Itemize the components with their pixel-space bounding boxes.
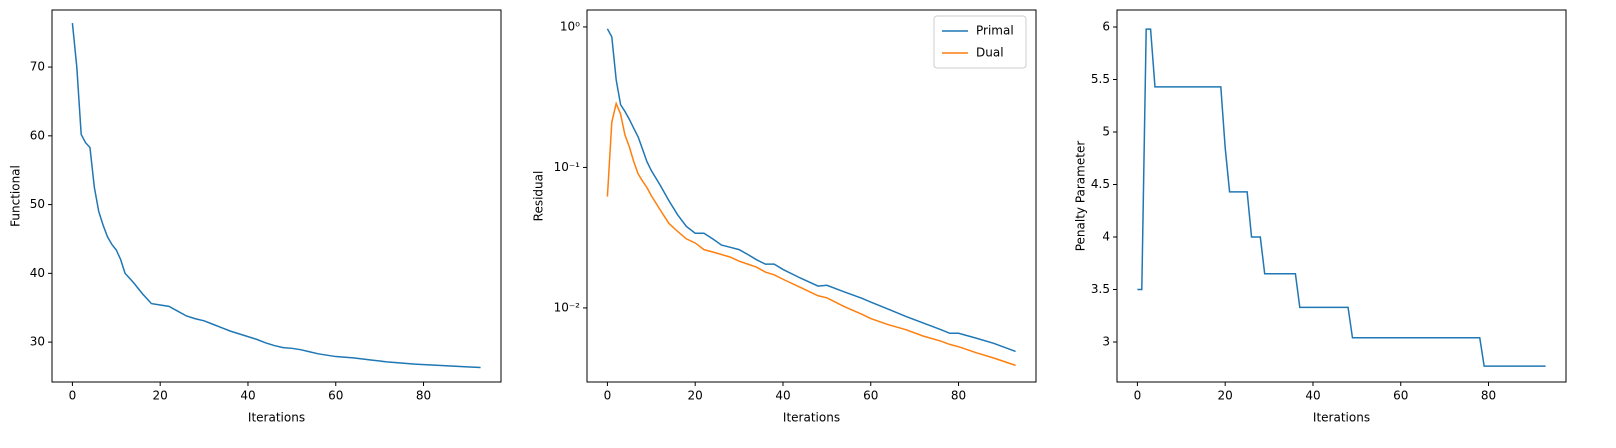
legend-label: Dual — [976, 46, 1004, 60]
x-tick-label: 20 — [153, 389, 168, 403]
legend-label: Primal — [976, 24, 1014, 38]
y-tick-label: 5 — [1102, 125, 1110, 139]
y-tick-label: 4.5 — [1091, 177, 1110, 191]
axes-frame — [586, 9, 1037, 383]
y-tick-label: 10⁰ — [560, 19, 580, 33]
x-axis-label: Iterations — [783, 411, 840, 425]
line — [606, 28, 1016, 353]
x-tick-label: 20 — [1218, 389, 1233, 403]
y-tick-label: 60 — [30, 128, 45, 142]
y-tick-label: 5.5 — [1091, 72, 1110, 86]
x-tick-label: 60 — [328, 389, 343, 403]
y-tick-label: 3 — [1102, 334, 1110, 348]
y-axis-label: Residual — [532, 171, 546, 222]
y-tick-label: 50 — [30, 197, 45, 211]
axes-frame — [1116, 9, 1567, 383]
x-tick-label: 80 — [416, 389, 431, 403]
x-tick-label: 80 — [951, 389, 966, 403]
y-tick-label: 3.5 — [1091, 282, 1110, 296]
x-tick-label: 60 — [863, 389, 878, 403]
x-axis-label: Iterations — [248, 411, 305, 425]
y-tick-label: 30 — [30, 335, 45, 349]
line — [71, 22, 481, 369]
y-tick-label: 6 — [1102, 20, 1110, 34]
axes-frame — [51, 9, 502, 383]
legend-frame — [933, 15, 1027, 69]
x-tick-label: 40 — [1305, 389, 1320, 403]
x-tick-label: 0 — [604, 389, 612, 403]
x-tick-label: 20 — [688, 389, 703, 403]
y-tick-label: 70 — [30, 60, 45, 74]
line — [1137, 28, 1546, 367]
x-tick-label: 40 — [240, 389, 255, 403]
x-axis-label: Iterations — [1313, 411, 1370, 425]
x-tick-label: 0 — [1134, 389, 1142, 403]
x-tick-label: 0 — [69, 389, 77, 403]
y-tick-label: 10⁻² — [554, 300, 581, 314]
x-tick-label: 40 — [775, 389, 790, 403]
panel: 0 20 40 60 80 3 3.5 4 4.5 5 5.5 6 Iterations Penalty … — [1074, 9, 1567, 425]
y-tick-label: 4 — [1102, 230, 1110, 244]
y-axis-label: Functional — [9, 165, 23, 227]
panel: 0 20 40 60 80 30 40 50 60 70 Iterations Functional — [9, 9, 502, 425]
legend: Primal Dual — [933, 15, 1027, 69]
line — [606, 101, 1016, 367]
y-tick-label: 10⁻¹ — [554, 160, 581, 174]
x-tick-label: 80 — [1481, 389, 1496, 403]
y-tick-label: 40 — [30, 266, 45, 280]
panel: 0 20 40 60 80 10⁻² 10⁻¹ 10⁰ Iterations Residual Pr… — [532, 9, 1037, 425]
x-tick-label: 60 — [1393, 389, 1408, 403]
y-axis-label: Penalty Parameter — [1074, 141, 1088, 252]
